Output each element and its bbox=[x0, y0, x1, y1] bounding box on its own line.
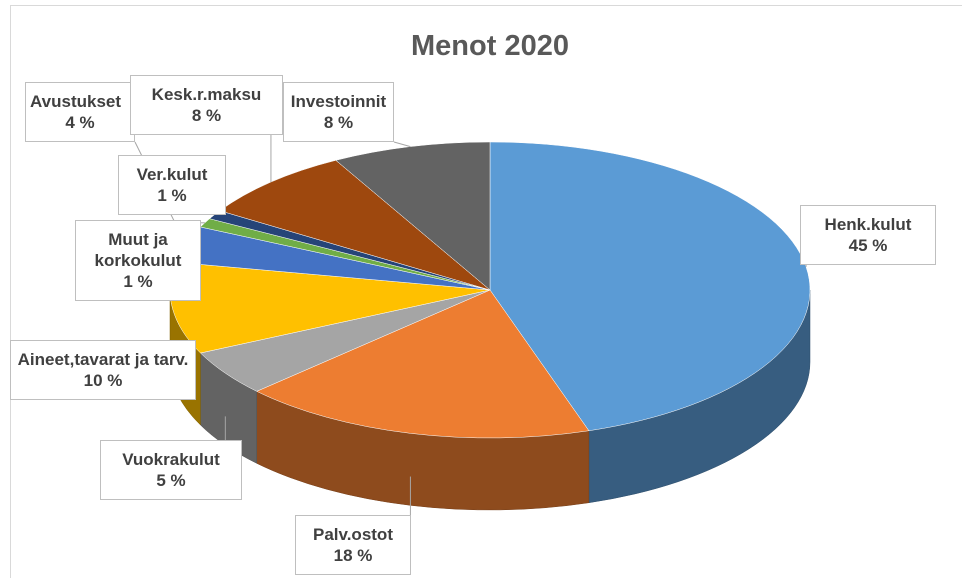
label-category: Investoinnit bbox=[290, 92, 387, 111]
slice-tops bbox=[169, 141, 811, 439]
data-label: Kesk.r.maksu 8 % bbox=[130, 75, 283, 135]
label-category: Kesk.r.maksu bbox=[151, 85, 262, 104]
data-label: Henk.kulut 45 % bbox=[800, 205, 936, 265]
slice bbox=[256, 289, 590, 439]
label-value: 45 % bbox=[848, 236, 888, 255]
data-label: Palv.ostot 18 % bbox=[295, 515, 411, 575]
label-category: Vuokrakulut bbox=[122, 450, 220, 469]
label-value: 4 % bbox=[65, 113, 95, 132]
data-label: Aineet,tavarat ja tarv. 10 % bbox=[10, 340, 196, 400]
chart-title: Menot 2020 bbox=[411, 30, 569, 62]
data-label: Vuokrakulut 5 % bbox=[100, 440, 242, 500]
label-value: 8 % bbox=[191, 106, 222, 125]
label-category: Avustukset bbox=[30, 92, 122, 111]
label-category: Henk.kulut bbox=[824, 215, 912, 234]
slice bbox=[335, 141, 491, 291]
label-value: 8 % bbox=[323, 113, 354, 132]
label-category: Muut ja korkokulut bbox=[94, 230, 182, 270]
label-category: Palv.ostot bbox=[313, 525, 393, 544]
slice bbox=[489, 141, 811, 432]
label-value: 1 % bbox=[157, 186, 187, 205]
data-label: Muut ja korkokulut 1 % bbox=[75, 220, 201, 301]
data-label: Ver.kulut 1 % bbox=[118, 155, 226, 215]
data-label: Investoinnit 8 % bbox=[283, 82, 394, 142]
label-value: 1 % bbox=[123, 272, 153, 291]
chart-border bbox=[10, 5, 962, 578]
label-category: Aineet,tavarat ja tarv. bbox=[17, 350, 189, 369]
label-value: 5 % bbox=[156, 471, 186, 490]
label-value: 10 % bbox=[83, 371, 123, 390]
label-category: Ver.kulut bbox=[136, 165, 208, 184]
data-label: Avustukset 4 % bbox=[25, 82, 135, 142]
label-value: 18 % bbox=[333, 546, 373, 565]
leader-line bbox=[393, 141, 411, 148]
